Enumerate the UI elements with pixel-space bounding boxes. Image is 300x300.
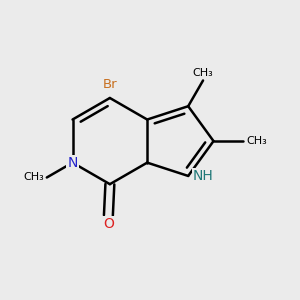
Text: CH₃: CH₃ — [246, 136, 267, 146]
Text: O: O — [103, 217, 114, 231]
Text: N: N — [68, 156, 78, 170]
Text: CH₃: CH₃ — [193, 68, 213, 77]
Text: NH: NH — [193, 169, 213, 183]
Text: Br: Br — [103, 78, 117, 91]
Text: CH₃: CH₃ — [23, 172, 44, 182]
